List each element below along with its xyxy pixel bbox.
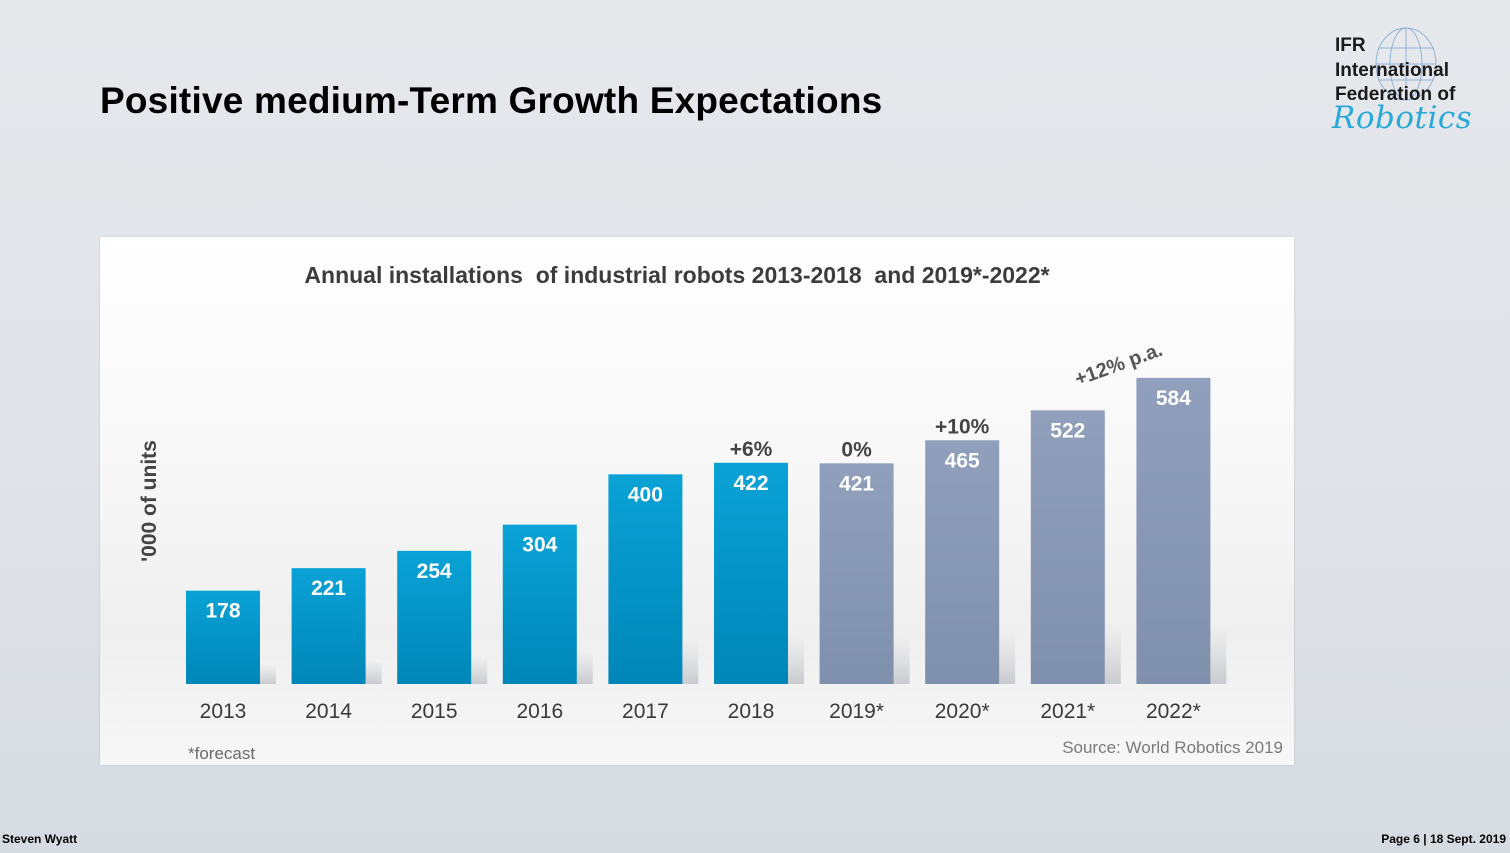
bar-chart: Annual installations of industrial robot…: [138, 262, 1283, 763]
bar-shadow: [1210, 624, 1227, 684]
bar-shadow: [999, 630, 1016, 684]
bar-value-label: 465: [945, 449, 980, 472]
bar-shadow: [788, 635, 804, 684]
logo-script: Robotics: [1332, 100, 1473, 136]
x-tick-label: 2020*: [935, 700, 990, 723]
bar: [1136, 377, 1211, 684]
forecast-footnote: *forecast: [188, 744, 255, 763]
x-tick-label: 2019*: [829, 700, 884, 723]
bar: [819, 463, 894, 684]
bar: [397, 550, 472, 684]
x-tick-label: 2022*: [1146, 700, 1201, 723]
bar: [186, 590, 260, 684]
bar: [925, 440, 1000, 684]
bar-shadow: [365, 658, 382, 684]
bar-value-label: 584: [1156, 387, 1191, 410]
source-note: Source: World Robotics 2019: [1062, 738, 1283, 757]
x-tick-label: 2017: [622, 700, 669, 723]
x-tick-label: 2014: [305, 700, 352, 723]
footer-author: Steven Wyatt: [2, 832, 78, 846]
bar-shadow: [471, 654, 488, 684]
x-tick-label: 2016: [516, 700, 563, 723]
bar-shadow: [682, 637, 699, 684]
growth-annotation: +10%: [935, 415, 990, 438]
chart-panel: Annual installations of industrial robot…: [100, 237, 1294, 765]
bar: [291, 568, 366, 684]
bar: [502, 524, 577, 684]
logo-line: IFR: [1335, 35, 1366, 56]
globe-icon: [1375, 27, 1437, 101]
x-tick-label: 2015: [411, 700, 458, 723]
ifr-logo: IFR International Federation of Robotics: [1328, 26, 1498, 141]
bar-shadow: [260, 663, 276, 684]
bar: [714, 462, 788, 684]
bar-value-label: 221: [311, 577, 346, 600]
x-tick-label: 2021*: [1040, 700, 1095, 723]
bar-shadow: [893, 635, 910, 684]
bar-value-label: 421: [839, 472, 874, 495]
bar-value-label: 178: [205, 600, 240, 623]
growth-annotation: +6%: [730, 438, 773, 461]
bar-shadow: [1104, 624, 1121, 684]
bar-value-label: 400: [628, 483, 663, 506]
growth-annotation: 0%: [841, 438, 872, 461]
chart-title: Annual installations of industrial robot…: [304, 262, 1049, 288]
y-axis-label: '000 of units: [138, 440, 161, 562]
logo-text: IFR International Federation of: [1335, 34, 1455, 108]
bar-value-label: 522: [1050, 419, 1085, 442]
footer-page: Page 6 | 18 Sept. 2019: [1381, 832, 1506, 846]
logo-line: International: [1335, 59, 1450, 81]
bar-value-label: 422: [733, 472, 768, 495]
bar-value-label: 254: [417, 560, 452, 583]
bar: [608, 474, 683, 684]
x-tick-label: 2013: [200, 700, 247, 723]
logo-line: Federation of: [1335, 84, 1456, 105]
bar-shadow: [576, 648, 593, 684]
bar: [1030, 410, 1105, 684]
x-tick-label: 2018: [728, 700, 775, 723]
bar-value-label: 304: [522, 534, 557, 557]
slide-title: Positive medium-Term Growth Expectations: [100, 80, 883, 121]
